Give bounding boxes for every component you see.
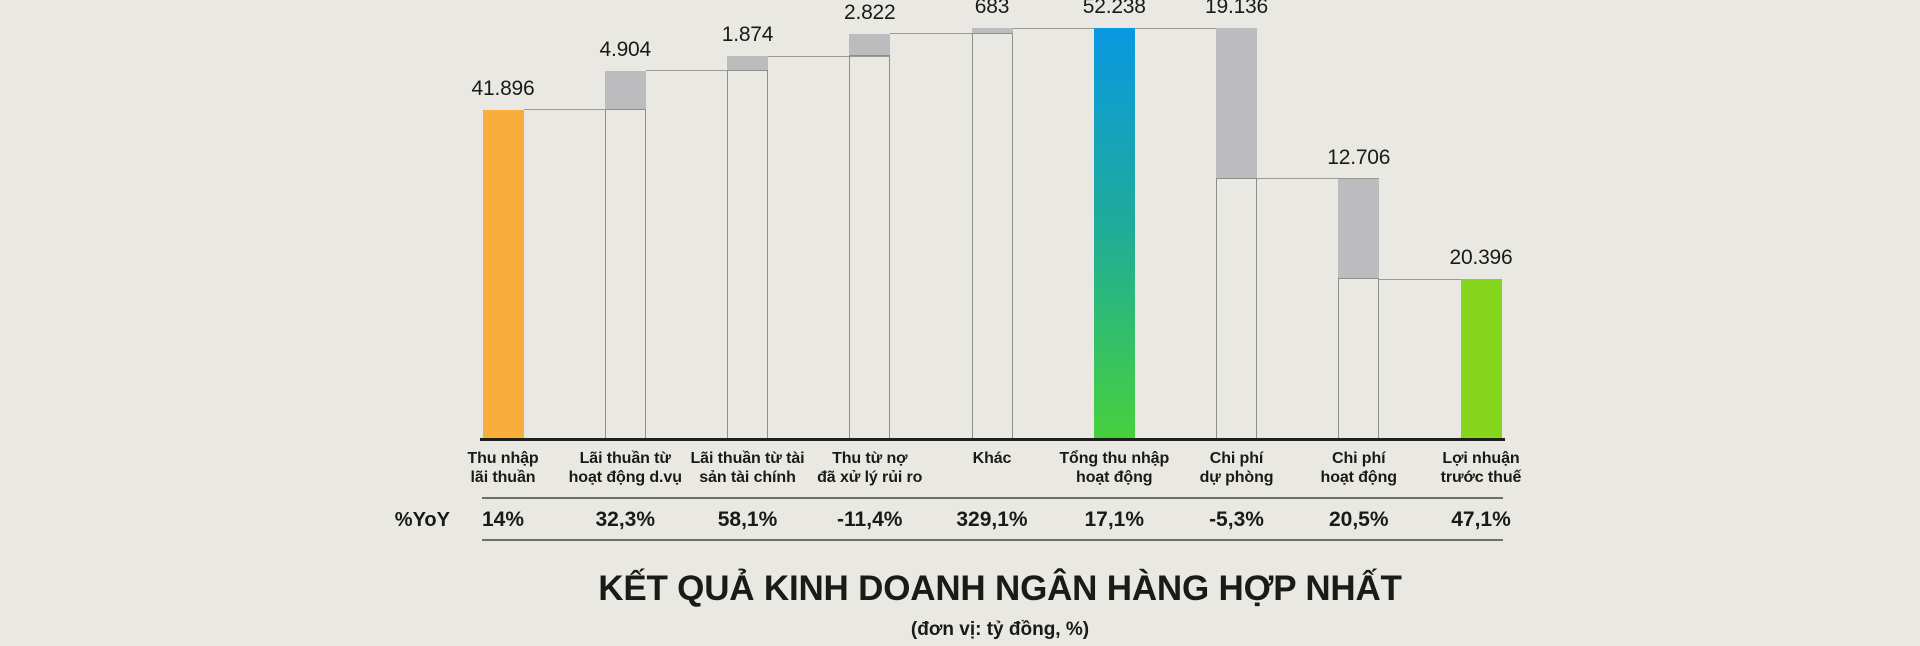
bar-value-label: 12.706 [1327, 145, 1391, 169]
waterfall-bar-segment [1460, 279, 1502, 440]
category-label: Tổng thu nhập hoạt động [1042, 449, 1186, 487]
category-label-line: trước thuế [1440, 469, 1522, 486]
waterfall-hollow-outline [727, 70, 768, 440]
category-label: Chi phí hoạt động [1287, 449, 1431, 487]
yoy-value: 14% [481, 508, 525, 531]
yoy-value: 58,1% [717, 508, 778, 531]
waterfall-connector-line [1012, 27, 1135, 29]
waterfall-connector-line [1134, 27, 1257, 29]
bar-value-label: 52.238 [1082, 0, 1146, 18]
waterfall-bar-segment [1216, 28, 1257, 179]
bar-value-label: 20.396 [1449, 246, 1513, 270]
category-label-line: hoạt động d.vụ [568, 469, 682, 486]
waterfall-bar-segment [849, 33, 891, 57]
waterfall-bar-segment [971, 28, 1013, 34]
category-label-line: Tổng thu nhập [1059, 450, 1170, 467]
waterfall-connector-line [1379, 278, 1502, 280]
table-rule-bottom [482, 539, 1503, 541]
yoy-value: 329,1% [956, 508, 1028, 531]
bar-value-label: 683 [974, 0, 1010, 19]
bar-value-label: 1.874 [721, 23, 774, 47]
category-label-line: Thu nhập [467, 450, 539, 467]
waterfall-connector-line [523, 109, 646, 111]
category-label: Chi phí dự phòng [1165, 449, 1309, 487]
bar-value-label: 2.822 [843, 0, 896, 24]
waterfall-bar-segment [1338, 178, 1380, 280]
category-label-line: Chi phí [1331, 450, 1386, 467]
yoy-value: 20,5% [1328, 508, 1389, 531]
yoy-value: -11,4% [837, 508, 903, 531]
bar-value-label: 41.896 [471, 76, 535, 100]
category-label-line: sản tài chính [699, 469, 796, 486]
yoy-value: 32,3% [595, 508, 656, 531]
category-label: Thu nhập lãi thuần [431, 449, 575, 487]
category-label: Lãi thuần từ tài sản tài chính [676, 449, 820, 487]
waterfall-bar-segment [482, 109, 524, 440]
waterfall-hollow-outline [604, 109, 646, 440]
yoy-value: -5,3% [1209, 508, 1264, 531]
waterfall-hollow-outline [1216, 178, 1257, 440]
bar-value-label: 19.136 [1204, 0, 1269, 18]
category-label: Lãi thuần từ hoạt động d.vụ [553, 449, 697, 487]
bar-value-label: 4.904 [599, 37, 652, 61]
waterfall-bar-segment [604, 70, 646, 110]
waterfall-connector-line [768, 55, 891, 57]
chart-baseline-axis [480, 438, 1505, 441]
waterfall-total-bar [1093, 28, 1135, 440]
category-label-line: Lãi thuần từ tài [690, 450, 805, 467]
category-label-line: Chi phí [1209, 450, 1264, 467]
category-label: Thu từ nợ đã xử lý rủi ro [798, 449, 942, 487]
waterfall-hollow-outline [971, 33, 1013, 440]
waterfall-hollow-outline [849, 56, 891, 440]
category-label: Lợi nhuận trước thuế [1409, 449, 1553, 487]
category-label-line: Thu từ nợ [832, 450, 908, 467]
category-label-line: Lãi thuần từ [579, 450, 671, 467]
table-rule-top [482, 497, 1503, 499]
category-label-line: đã xử lý rủi ro [817, 469, 923, 486]
yoy-value: 17,1% [1084, 508, 1145, 531]
category-label-line: Lợi nhuận [1442, 450, 1520, 467]
chart-title: KẾT QUẢ KINH DOANH NGÂN HÀNG HỢP NHẤT [598, 569, 1402, 608]
waterfall-bar-segment [727, 56, 768, 71]
category-label-line: lãi thuần [470, 469, 536, 486]
yoy-row-label: %YoY [394, 509, 450, 531]
yoy-value: 47,1% [1451, 508, 1511, 531]
category-label: Khác [920, 449, 1064, 468]
category-label-line: dự phòng [1199, 469, 1274, 486]
waterfall-connector-line [645, 70, 768, 72]
category-label-line: hoạt động [1076, 469, 1153, 486]
waterfall-connector-line [1257, 178, 1380, 180]
waterfall-hollow-outline [1338, 279, 1380, 440]
chart-subtitle: (đơn vị: tỷ đồng, %) [910, 619, 1090, 640]
category-label-line: Khác [972, 450, 1012, 467]
waterfall-connector-line [890, 33, 1013, 35]
category-label-line: hoạt động [1320, 469, 1398, 486]
